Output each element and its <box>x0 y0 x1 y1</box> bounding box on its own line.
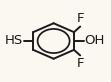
Text: OH: OH <box>84 35 105 47</box>
Text: HS: HS <box>5 35 23 47</box>
Text: F: F <box>76 57 84 70</box>
Text: F: F <box>76 12 84 25</box>
